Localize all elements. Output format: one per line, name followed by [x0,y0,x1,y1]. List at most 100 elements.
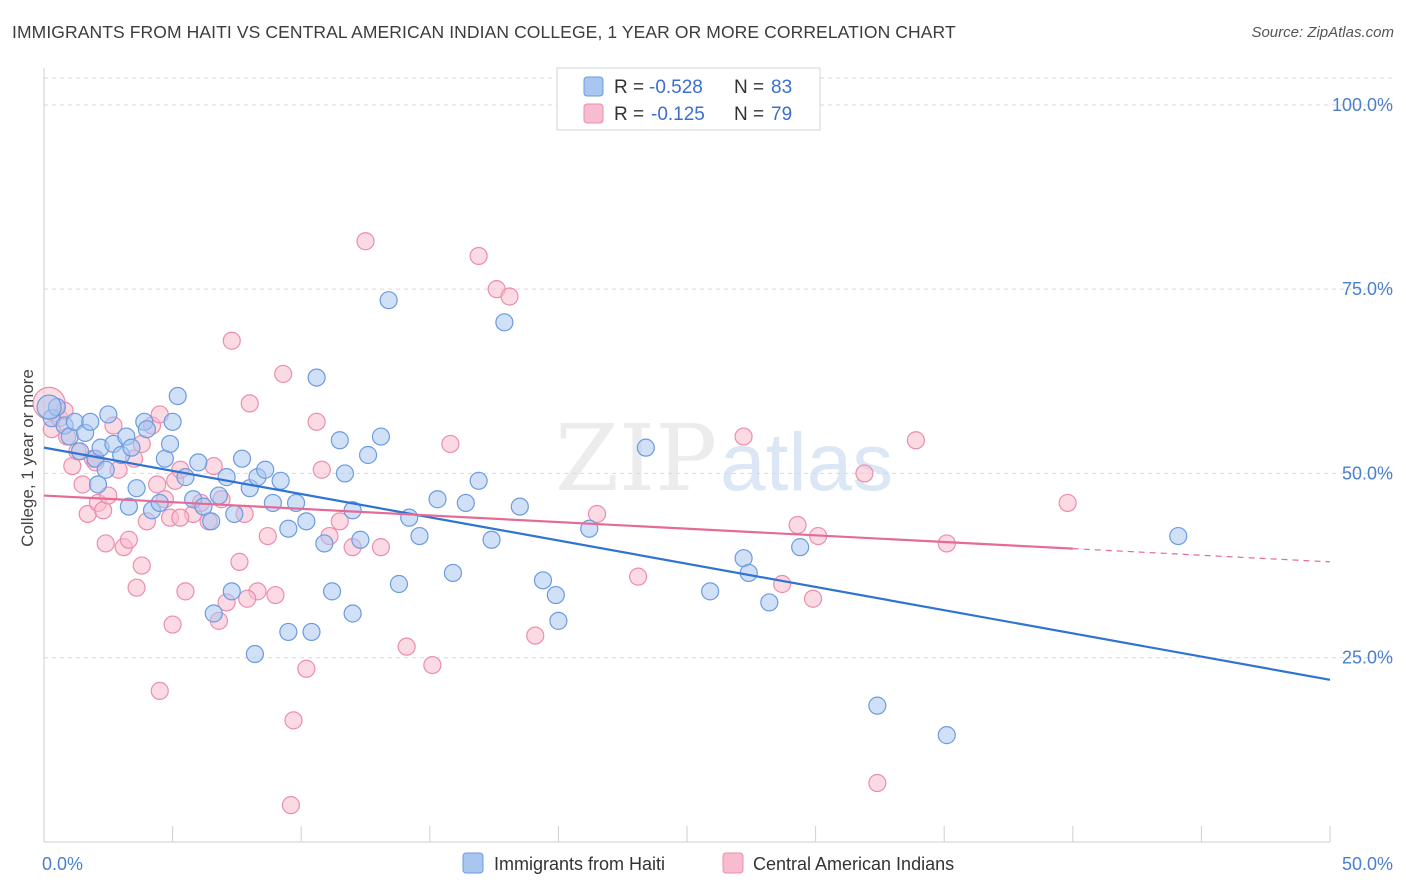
central-american-indians-point [176,582,195,601]
immigrants-from-haiti-point [937,726,956,745]
central-american-indians-point [397,637,416,656]
immigrants-from-haiti-point [456,493,475,513]
central-american-indians-point [803,589,823,608]
immigrants-from-haiti-point [302,622,321,642]
central-american-indians-point [356,232,375,251]
central-american-indians-point [312,460,331,479]
series-legend: Immigrants from Haiti Central American I… [462,852,954,874]
central-american-indians-point [240,394,259,413]
watermark-zip: ZIP [555,405,717,512]
legend-n-value-pink: 79 [771,104,792,125]
immigrants-from-haiti-point [122,438,141,457]
legend-n-label-pink: N = [734,104,764,125]
immigrants-from-haiti-point [279,622,298,642]
x-tick-label-max: 50.0% [1342,854,1393,874]
central-american-indians-point [119,530,138,549]
immigrants-from-haiti-point [1169,526,1188,546]
central-american-indians-point [906,431,926,450]
immigrants-from-haiti-point [546,585,565,605]
immigrants-from-haiti-point [163,412,182,431]
immigrants-from-haiti-point [127,479,146,498]
central-american-indians-point [258,526,277,546]
legend-r-label-pink: R = [614,104,644,125]
immigrants-from-haiti-point [482,530,501,549]
immigrants-from-haiti-point [222,582,241,601]
bottom-legend-swatch-blue [462,852,484,874]
source-credit: Source: ZipAtlas.com [1251,24,1394,41]
immigrants-from-haiti-point [510,497,529,516]
central-american-indians-point [526,626,545,645]
series-central-american-indians-points [32,232,1077,815]
immigrants-from-haiti-point [204,604,223,623]
immigrants-from-haiti-point [202,512,221,531]
immigrants-from-haiti-point [70,442,90,461]
central-american-indians-point [330,512,349,531]
legend-r-label-blue: R = [614,77,644,98]
central-american-indians-point [371,538,391,557]
axes [43,68,1331,843]
central-american-indians-point [132,556,151,575]
immigrants-from-haiti-point [389,574,409,594]
immigrants-from-haiti-point [137,420,156,439]
y-tick-label-50: 50.0% [1342,463,1393,483]
immigrants-from-haiti-point [88,475,108,494]
central-american-indians-point [855,464,874,483]
immigrants-from-haiti-point [443,563,463,583]
y-axis-label: College, 1 year or more [18,369,37,547]
trend-line-central-american-indians-extension [1072,548,1331,563]
central-american-indians-point [788,515,807,535]
immigrants-from-haiti-point [636,438,655,457]
immigrants-from-haiti-point [410,526,429,546]
immigrants-from-haiti-point [245,644,265,664]
immigrants-from-haiti-point [194,497,213,516]
central-american-indians-point [266,585,285,605]
immigrants-from-haiti-point [271,471,290,490]
immigrants-from-haiti-point [549,611,568,630]
immigrants-from-haiti-point [256,460,275,479]
series-immigrants-from-haiti-points [36,291,1188,745]
legend-swatch-blue [583,76,604,97]
immigrants-from-haiti-point [96,460,115,479]
immigrants-from-haiti-point [469,471,488,490]
immigrants-from-haiti-point [495,313,514,332]
immigrants-from-haiti-point [99,405,118,424]
central-american-indians-point [281,796,301,815]
immigrants-from-haiti-point [81,412,100,431]
central-american-indians-point [171,508,190,527]
central-american-indians-point [150,681,169,700]
central-american-indians-point [148,475,167,494]
immigrants-from-haiti-point [225,504,244,524]
central-american-indians-point [274,364,293,384]
immigrants-from-haiti-point [330,431,349,450]
central-american-indians-point [73,475,92,494]
central-american-indians-point [868,773,887,793]
immigrants-from-haiti-point [232,449,252,468]
immigrants-from-haiti-point [168,386,187,406]
central-american-indians-point [297,659,316,678]
immigrants-from-haiti-point [701,582,720,601]
immigrants-from-haiti-point [160,434,180,454]
stats-legend: R = -0.528 N = 83 R = -0.125 N = 79 [556,67,821,131]
immigrants-from-haiti-point [36,394,62,420]
immigrants-from-haiti-point [428,490,447,509]
central-american-indians-point [587,504,607,524]
immigrants-from-haiti-point [307,368,326,387]
immigrants-from-haiti-point [279,519,298,538]
immigrants-from-haiti-point [379,291,398,310]
trend-lines [43,446,1331,681]
central-american-indians-point [423,655,442,675]
central-american-indians-point [222,331,241,350]
y-tick-label-75: 75.0% [1342,279,1393,299]
y-tick-label-100: 100.0% [1332,95,1393,115]
legend-r-value-pink: -0.125 [651,104,705,125]
immigrants-from-haiti-point [322,582,342,601]
central-american-indians-point [469,246,488,266]
central-american-indians-point [500,287,519,306]
bottom-legend-swatch-pink [722,852,744,874]
legend-n-value-blue: 83 [771,77,792,98]
bottom-legend-label-pink: Central American Indians [753,854,954,874]
immigrants-from-haiti-point [351,530,370,549]
y-tick-label-25: 25.0% [1342,648,1393,668]
immigrants-from-haiti-point [189,453,208,472]
